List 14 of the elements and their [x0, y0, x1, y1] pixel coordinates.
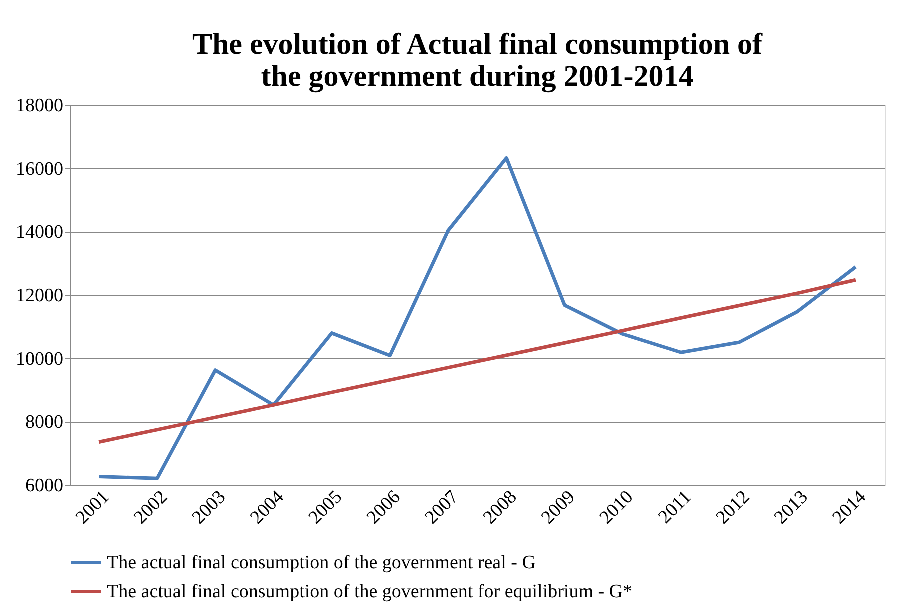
- y-tick-label: 6000: [26, 476, 64, 496]
- legend-label: The actual final consumption of the government for equilibrium - G*: [107, 582, 633, 602]
- text: the government during 2001-2014: [261, 60, 694, 93]
- y-tick-label: 8000: [26, 412, 64, 434]
- y-tick-label: 10000: [16, 348, 64, 370]
- legend-label: The actual final consumption of the government real - G: [107, 552, 536, 574]
- y-tick-label: 16000: [16, 158, 64, 180]
- y-tick-label: 12000: [16, 286, 64, 306]
- line-series: [97, 156, 858, 480]
- x-tick-label: 2011: [654, 486, 696, 528]
- y-tick-label: 14000: [16, 222, 64, 244]
- text: The evolution of Actual final consumption of: [192, 28, 763, 61]
- y-tick-label: 18000: [16, 96, 64, 116]
- line-series: [97, 278, 858, 444]
